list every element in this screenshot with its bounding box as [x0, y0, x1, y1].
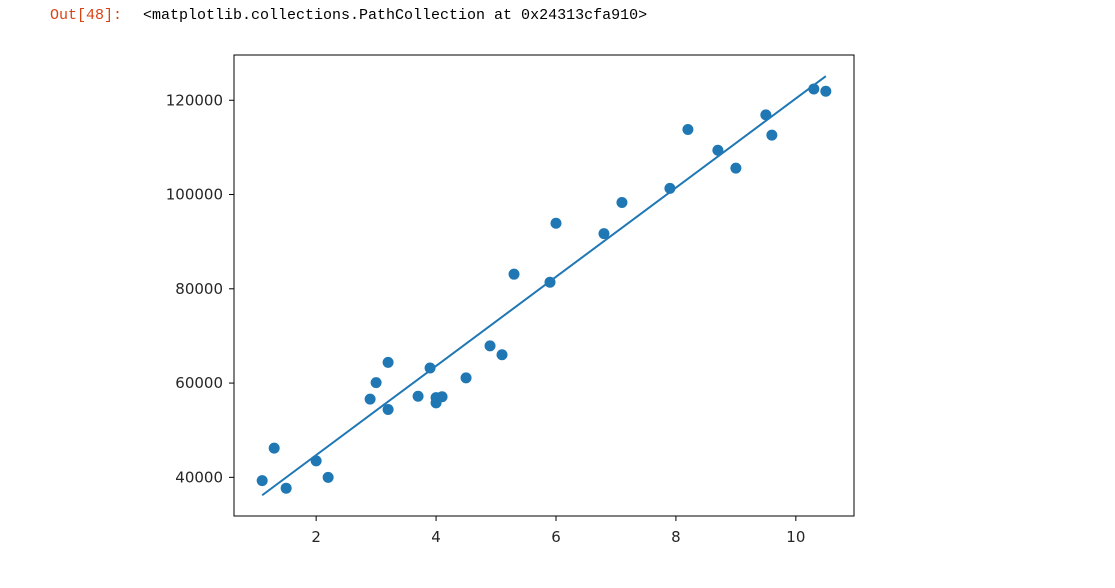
- data-point: [496, 349, 508, 361]
- data-point: [664, 182, 676, 194]
- y-tick-label: 120000: [166, 91, 223, 109]
- data-point: [730, 162, 742, 174]
- data-point: [382, 403, 394, 415]
- plot-frame: [233, 54, 855, 517]
- data-point: [268, 442, 280, 454]
- data-point: [766, 129, 778, 141]
- data-point: [280, 482, 292, 494]
- data-point: [616, 197, 628, 209]
- data-point: [322, 471, 334, 483]
- data-point: [760, 109, 772, 121]
- y-tick-label: 100000: [166, 186, 223, 204]
- data-point: [544, 276, 556, 288]
- data-point: [598, 228, 610, 240]
- data-point: [424, 362, 436, 374]
- data-point: [370, 377, 382, 389]
- y-tick-label: 40000: [175, 468, 223, 486]
- x-tick-label: 4: [431, 528, 441, 546]
- data-point: [460, 372, 472, 384]
- output-text: <matplotlib.collections.PathCollection a…: [143, 7, 648, 24]
- data-point: [820, 85, 832, 97]
- data-point: [484, 340, 496, 352]
- x-tick-label: 2: [311, 528, 321, 546]
- output-row: Out[48]: <matplotlib.collections.PathCol…: [0, 4, 1115, 28]
- x-tick-label: 10: [786, 528, 805, 546]
- data-point: [382, 356, 394, 368]
- x-tick-label: 6: [551, 528, 561, 546]
- data-point: [508, 268, 520, 280]
- data-point: [412, 390, 424, 402]
- x-tick-label: 8: [671, 528, 681, 546]
- data-point: [364, 393, 376, 405]
- data-point: [310, 455, 322, 467]
- y-tick-label: 60000: [175, 374, 223, 392]
- data-point: [550, 217, 562, 229]
- regression-line: [261, 75, 827, 497]
- y-tick-label: 80000: [175, 280, 223, 298]
- data-point: [808, 83, 820, 95]
- output-prompt: Out[48]:: [50, 7, 123, 24]
- data-point: [682, 123, 694, 135]
- data-point: [256, 475, 268, 487]
- data-point: [712, 144, 724, 156]
- data-point: [436, 391, 448, 403]
